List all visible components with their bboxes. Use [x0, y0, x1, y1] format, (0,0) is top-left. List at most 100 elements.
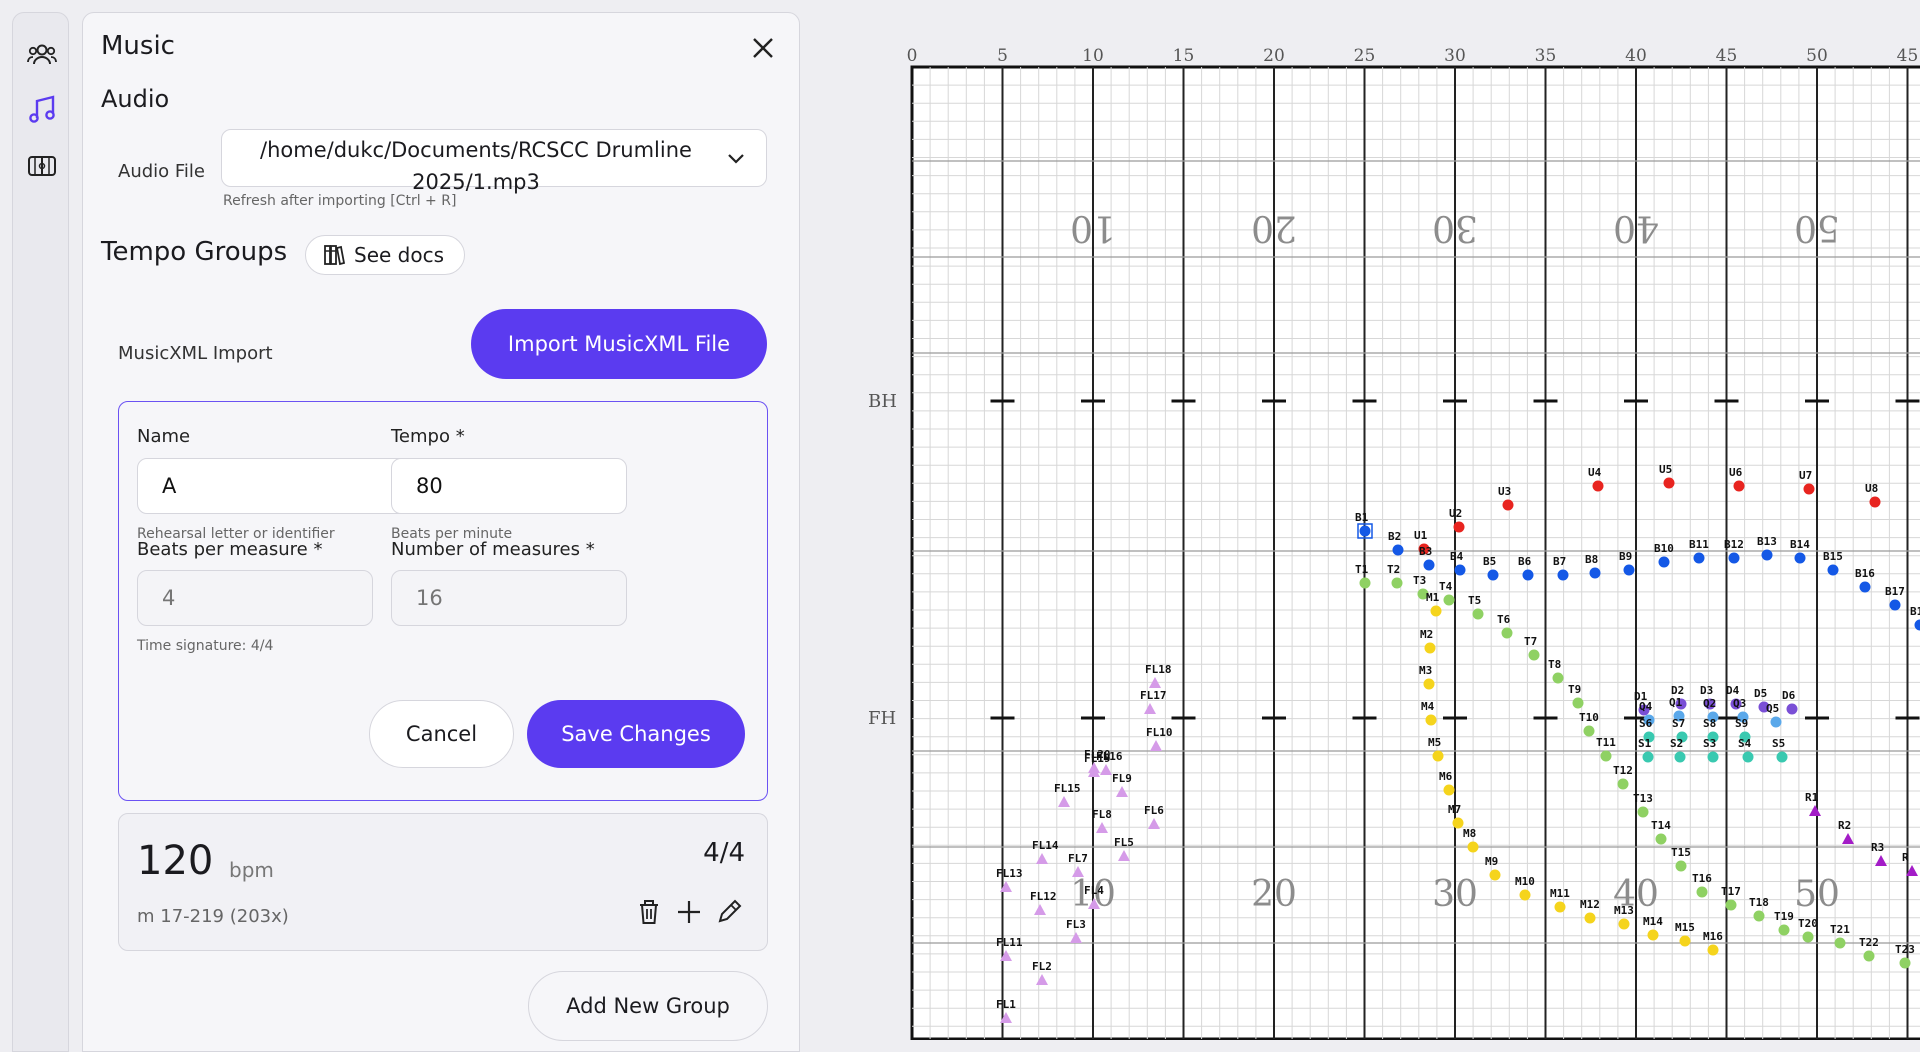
- tempo-input[interactable]: [391, 458, 627, 514]
- performer-label: T22: [1859, 936, 1879, 949]
- performer-marker: [1455, 565, 1466, 576]
- ruler-number: 35: [1535, 46, 1557, 66]
- performer-label: T20: [1798, 917, 1818, 930]
- performer-label: M2: [1420, 628, 1433, 641]
- close-icon[interactable]: [748, 33, 778, 63]
- performer-marker: [1392, 578, 1403, 589]
- tempo-groups-heading: Tempo Groups: [101, 237, 287, 267]
- performer-label: Q5: [1766, 702, 1779, 715]
- audio-file-label: Audio File: [118, 161, 205, 182]
- performer-label: U2: [1449, 507, 1462, 520]
- performer-label: Q3: [1733, 697, 1746, 710]
- performer-marker: [1864, 951, 1875, 962]
- performer-marker: [1643, 752, 1654, 763]
- performer-marker: [1734, 481, 1745, 492]
- navigation-rail: [12, 12, 69, 1052]
- cancel-button[interactable]: Cancel: [369, 700, 514, 768]
- performer-label: Q4: [1639, 700, 1653, 713]
- performer-label: Q1: [1669, 696, 1683, 709]
- performer-marker: [1473, 609, 1484, 620]
- trash-icon[interactable]: [633, 896, 665, 928]
- performer-label: U4: [1588, 466, 1602, 479]
- performer-label: T4: [1439, 580, 1453, 593]
- import-musicxml-button[interactable]: Import MusicXML File: [471, 309, 767, 379]
- performer-marker: [1638, 807, 1649, 818]
- performer-label: B17: [1885, 585, 1905, 598]
- performer-marker: [1708, 945, 1719, 956]
- performer-marker: [1694, 553, 1705, 564]
- chevron-down-icon: [724, 146, 748, 170]
- performer-label: T16: [1692, 872, 1712, 885]
- performers-icon[interactable]: [25, 37, 59, 71]
- performer-label: B5: [1483, 555, 1496, 568]
- performer-label: B7: [1553, 555, 1566, 568]
- performer-label: U1: [1414, 529, 1428, 542]
- performer-label: U8: [1865, 482, 1878, 495]
- performer-label: FL10: [1146, 726, 1173, 739]
- performer-label: T8: [1548, 658, 1561, 671]
- field-icon[interactable]: [25, 149, 59, 183]
- performer-label: T18: [1749, 896, 1769, 909]
- performer-label: B6: [1518, 555, 1532, 568]
- performer-label: Q2: [1703, 697, 1716, 710]
- performer-label: FL17: [1140, 689, 1167, 702]
- performer-marker: [1900, 958, 1911, 969]
- performer-marker: [1777, 752, 1788, 763]
- edit-pencil-icon[interactable]: [713, 896, 745, 928]
- performer-label: S5: [1772, 737, 1785, 750]
- performer-marker: [1804, 484, 1815, 495]
- performer-label: FL13: [996, 867, 1023, 880]
- performer-marker: [1360, 578, 1371, 589]
- performer-label: M9: [1485, 855, 1498, 868]
- performer-marker: [1680, 936, 1691, 947]
- performer-marker: [1624, 565, 1635, 576]
- performer-label: T21: [1830, 923, 1850, 936]
- performer-label: B4: [1450, 550, 1464, 563]
- tempo-label: Tempo *: [391, 426, 465, 447]
- performer-marker: [1503, 500, 1514, 511]
- yard-number-bottom: 20: [1251, 874, 1297, 915]
- save-changes-button[interactable]: Save Changes: [527, 700, 745, 768]
- performer-marker: [1754, 911, 1765, 922]
- performer-label: M10: [1515, 875, 1535, 888]
- performer-marker: [1488, 570, 1499, 581]
- see-docs-button[interactable]: See docs: [305, 235, 465, 275]
- performer-label: D6: [1782, 689, 1796, 702]
- audio-refresh-hint: Refresh after importing [Ctrl + R]: [223, 193, 456, 209]
- ruler-number: 15: [1173, 46, 1195, 66]
- music-note-icon[interactable]: [25, 93, 59, 127]
- performer-label: M3: [1419, 664, 1432, 677]
- tempo-group-edit-form: Name Rehearsal letter or identifier Temp…: [118, 401, 768, 801]
- name-input[interactable]: [137, 458, 427, 514]
- ruler-number: 20: [1263, 46, 1285, 66]
- performer-label: D3: [1700, 684, 1713, 697]
- performer-label: FL20: [1084, 748, 1111, 761]
- performer-marker: [1656, 834, 1667, 845]
- add-new-group-button[interactable]: Add New Group: [528, 971, 768, 1041]
- performer-marker: [1360, 526, 1371, 537]
- plus-icon[interactable]: [673, 896, 705, 928]
- performer-marker: [1708, 752, 1719, 763]
- performer-marker: [1803, 932, 1814, 943]
- performer-label: T15: [1671, 846, 1691, 859]
- performer-label: T12: [1613, 764, 1633, 777]
- audio-file-select[interactable]: /home/dukc/Documents/RCSCC Drumline 2025…: [221, 129, 767, 187]
- performer-label: B16: [1855, 567, 1875, 580]
- performer-marker: [1743, 752, 1754, 763]
- performer-marker: [1593, 481, 1604, 492]
- ruler-number: 25: [1354, 46, 1376, 66]
- see-docs-label: See docs: [354, 243, 444, 267]
- performer-marker: [1584, 726, 1595, 737]
- yard-number-top: 50: [1794, 207, 1840, 248]
- performer-label: U6: [1729, 466, 1743, 479]
- performer-label: T17: [1721, 885, 1741, 898]
- beats-per-measure-input[interactable]: [137, 570, 373, 626]
- number-of-measures-input[interactable]: [391, 570, 627, 626]
- performer-marker: [1779, 925, 1790, 936]
- performer-label: T7: [1524, 635, 1537, 648]
- performer-marker: [1890, 600, 1901, 611]
- performer-marker: [1393, 545, 1404, 556]
- ruler-number: 40: [1625, 46, 1647, 66]
- performer-label: U5: [1659, 463, 1672, 476]
